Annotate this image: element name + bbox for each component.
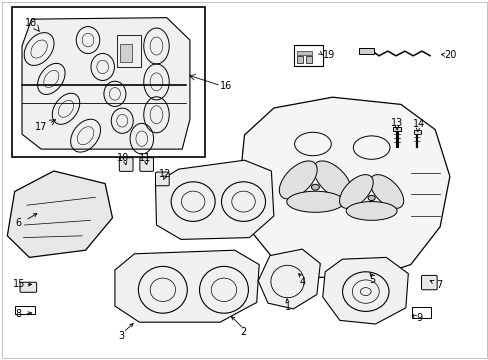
Polygon shape bbox=[258, 249, 320, 309]
Text: 14: 14 bbox=[411, 119, 424, 129]
Bar bbox=[413, 130, 420, 134]
Bar bbox=[117, 35, 141, 67]
Text: 8: 8 bbox=[16, 309, 21, 319]
Polygon shape bbox=[115, 250, 259, 322]
Text: 2: 2 bbox=[240, 327, 246, 337]
Ellipse shape bbox=[279, 161, 317, 199]
Text: 4: 4 bbox=[299, 276, 305, 287]
Bar bbox=[15, 306, 35, 314]
Text: 10: 10 bbox=[117, 153, 129, 163]
Text: 12: 12 bbox=[159, 168, 171, 179]
Ellipse shape bbox=[313, 161, 351, 199]
Bar bbox=[359, 48, 373, 54]
Bar bbox=[392, 127, 400, 131]
FancyBboxPatch shape bbox=[421, 275, 436, 290]
Bar bbox=[411, 307, 430, 318]
Text: 13: 13 bbox=[390, 118, 403, 128]
Text: 5: 5 bbox=[369, 275, 375, 285]
Text: 3: 3 bbox=[118, 330, 124, 341]
Ellipse shape bbox=[339, 175, 372, 208]
FancyBboxPatch shape bbox=[119, 158, 133, 171]
Text: 9: 9 bbox=[416, 312, 422, 323]
Text: 11: 11 bbox=[138, 153, 151, 163]
Polygon shape bbox=[155, 160, 273, 239]
Text: 6: 6 bbox=[16, 218, 21, 228]
Text: 17: 17 bbox=[35, 122, 48, 132]
Ellipse shape bbox=[369, 175, 403, 208]
Text: 20: 20 bbox=[444, 50, 456, 60]
Text: 7: 7 bbox=[435, 280, 441, 290]
Ellipse shape bbox=[346, 202, 396, 220]
Text: 1: 1 bbox=[284, 302, 290, 312]
Ellipse shape bbox=[311, 184, 319, 190]
Polygon shape bbox=[322, 257, 407, 324]
Text: 16: 16 bbox=[220, 81, 232, 91]
Ellipse shape bbox=[286, 191, 344, 212]
Bar bbox=[305, 56, 312, 63]
Text: 19: 19 bbox=[322, 50, 334, 60]
Text: 18: 18 bbox=[24, 18, 37, 28]
FancyBboxPatch shape bbox=[155, 172, 169, 186]
Text: 15: 15 bbox=[13, 279, 26, 289]
Polygon shape bbox=[7, 171, 112, 257]
Ellipse shape bbox=[367, 195, 374, 201]
Bar bbox=[296, 56, 303, 63]
FancyBboxPatch shape bbox=[140, 158, 153, 171]
Polygon shape bbox=[22, 18, 189, 149]
Bar bbox=[294, 45, 322, 66]
Bar bbox=[120, 45, 132, 63]
Bar bbox=[12, 7, 205, 157]
Bar bbox=[296, 51, 312, 55]
Polygon shape bbox=[239, 97, 449, 279]
FancyBboxPatch shape bbox=[20, 282, 37, 292]
